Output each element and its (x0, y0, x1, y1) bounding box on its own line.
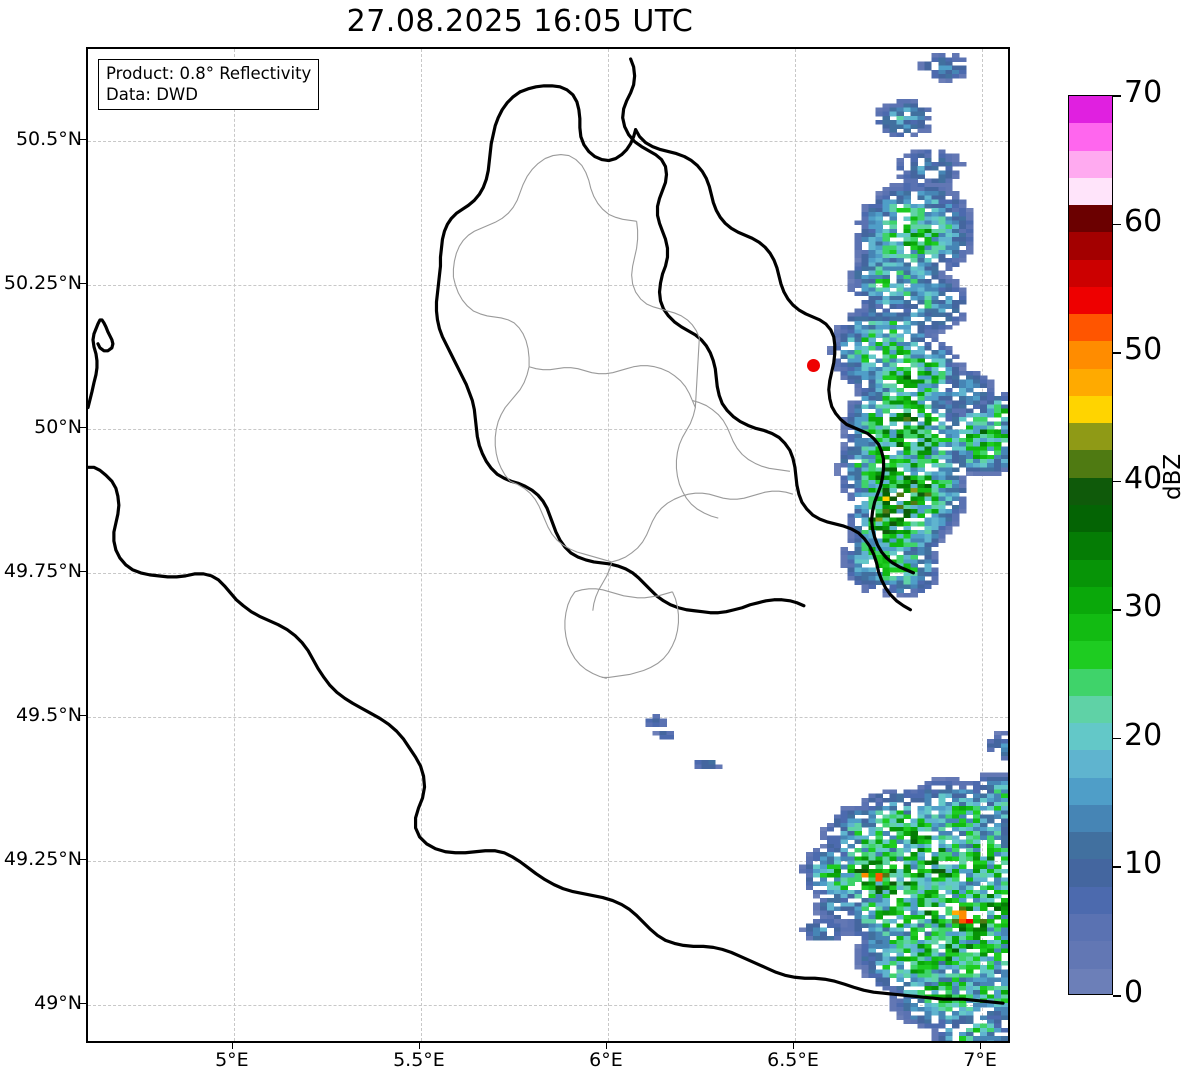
x-axis-tickmark (980, 1043, 982, 1049)
gridline-horizontal (88, 285, 1008, 287)
gridline-horizontal (88, 716, 1008, 719)
colorbar-band (1069, 532, 1112, 560)
colorbar-tickmark (1113, 95, 1121, 97)
colorbar-band (1069, 504, 1112, 533)
colorbar-band (1069, 341, 1112, 369)
colorbar-tickmark (1113, 352, 1121, 354)
colorbar-band (1069, 913, 1112, 942)
y-axis-tickmark (80, 858, 86, 860)
colorbar-band (1069, 368, 1112, 396)
colorbar-tickmark (1113, 995, 1121, 997)
info-data-line: Data: DWD (106, 85, 198, 105)
colorbar-band (1069, 259, 1112, 287)
y-axis-tickmark (80, 426, 86, 428)
x-axis-ticklabel: 6°E (589, 1049, 623, 1071)
x-axis-ticklabel: 7°E (963, 1049, 997, 1071)
colorbar-band (1069, 96, 1112, 124)
x-axis-tickmark (605, 1043, 607, 1049)
y-axis-ticklabel: 49.25°N (3, 847, 82, 870)
colorbar-band (1069, 804, 1112, 833)
gridline-horizontal (88, 860, 1008, 863)
colorbar-band (1069, 723, 1112, 751)
y-axis-tickmark (80, 1002, 86, 1004)
colorbar-tickmark (1113, 223, 1121, 226)
y-axis-ticklabel: 50.5°N (15, 128, 82, 151)
map-plot-area[interactable]: Product: 0.8° Reflectivity Data: DWD (86, 47, 1010, 1043)
y-axis-tickmark (80, 714, 86, 716)
colorbar-title: dBZ (1160, 453, 1186, 500)
colorbar-band (1069, 641, 1112, 669)
gridline-horizontal (88, 141, 1008, 143)
colorbar-ticklabel: 70 (1124, 75, 1163, 110)
y-axis-tickmark (80, 139, 86, 141)
luxembourg-canton-borders-layer (452, 154, 794, 679)
colorbar-band (1069, 777, 1112, 805)
gridline-vertical (420, 49, 423, 1041)
x-axis-ticklabel: 5.5°E (393, 1049, 445, 1071)
colorbar-ticklabel: 10 (1124, 846, 1163, 882)
colorbar-band (1069, 450, 1112, 478)
y-axis-ticklabel: 50°N (34, 415, 82, 438)
gridline-vertical (233, 49, 236, 1041)
colorbar-band (1069, 559, 1112, 587)
gridline-horizontal (88, 572, 1008, 575)
info-box: Product: 0.8° Reflectivity Data: DWD (98, 59, 320, 111)
info-product-line: Product: 0.8° Reflectivity (106, 64, 312, 83)
colorbar-ticklabel: 40 (1124, 460, 1163, 496)
colorbar-band (1069, 123, 1112, 151)
colorbar-ticklabel: 60 (1124, 203, 1163, 239)
colorbar-band (1069, 668, 1112, 696)
colorbar-tickmark (1113, 737, 1121, 740)
gridline-horizontal (88, 428, 1008, 431)
y-axis-ticklabel: 49.75°N (3, 559, 82, 582)
colorbar-band (1069, 205, 1112, 233)
colorbar-ticklabel: 30 (1124, 589, 1163, 625)
colorbar-band (1069, 750, 1112, 778)
colorbar-band (1069, 586, 1112, 615)
colorbar-band (1069, 314, 1112, 342)
colorbar-band (1069, 177, 1112, 206)
gridline-horizontal (88, 1004, 1008, 1007)
radar-reflectivity-layer (645, 53, 1008, 1041)
y-axis-tickmark (80, 570, 86, 572)
colorbar[interactable] (1068, 95, 1113, 995)
y-axis-ticklabel: 49°N (34, 991, 82, 1014)
y-axis-tickmark (80, 283, 86, 285)
colorbar-ticklabel: 20 (1124, 717, 1163, 753)
colorbar-ticklabel: 50 (1124, 332, 1163, 368)
colorbar-tickmark (1113, 609, 1121, 611)
x-axis-tickmark (418, 1043, 420, 1049)
colorbar-tickmark (1113, 866, 1121, 868)
radar-site-marker[interactable] (807, 359, 821, 373)
colorbar-band (1069, 395, 1112, 424)
colorbar-band (1069, 695, 1112, 724)
colorbar-band (1069, 886, 1112, 914)
colorbar-tickmark (1113, 480, 1121, 483)
y-axis-ticklabel: 50.25°N (3, 272, 82, 295)
gridline-vertical (982, 49, 984, 1041)
x-axis-ticklabel: 5°E (215, 1049, 249, 1071)
colorbar-band (1069, 232, 1112, 260)
gridline-vertical (607, 49, 610, 1041)
colorbar-band (1069, 286, 1112, 315)
y-axis-ticklabel: 49.5°N (15, 703, 82, 726)
country-borders-layer (88, 57, 1005, 1005)
colorbar-band (1069, 423, 1112, 451)
x-axis-tickmark (793, 1043, 795, 1049)
gridline-vertical (795, 49, 797, 1041)
colorbar-band (1069, 859, 1112, 887)
colorbar-band (1069, 614, 1112, 642)
colorbar-band (1069, 968, 1112, 994)
colorbar-band (1069, 832, 1112, 860)
colorbar-band (1069, 477, 1112, 505)
page-title: 27.08.2025 16:05 UTC (346, 4, 694, 39)
x-axis-tickmark (231, 1043, 233, 1049)
colorbar-band (1069, 941, 1112, 969)
colorbar-band (1069, 150, 1112, 178)
colorbar-ticklabel: 0 (1124, 975, 1144, 1010)
x-axis-ticklabel: 6.5°E (767, 1049, 819, 1071)
